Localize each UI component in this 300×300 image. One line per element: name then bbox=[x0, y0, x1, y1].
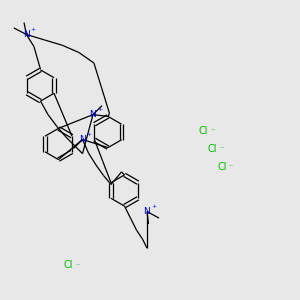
Text: N: N bbox=[144, 207, 150, 216]
Text: ⁻: ⁻ bbox=[219, 144, 224, 153]
Text: +: + bbox=[151, 204, 156, 208]
Text: +: + bbox=[30, 27, 36, 32]
Text: Cl: Cl bbox=[199, 125, 208, 136]
Text: N: N bbox=[90, 110, 96, 119]
Text: Cl: Cl bbox=[217, 161, 226, 172]
Text: N: N bbox=[79, 135, 86, 144]
Text: N: N bbox=[23, 30, 30, 39]
Text: +: + bbox=[97, 107, 102, 112]
Text: ⁻: ⁻ bbox=[75, 261, 80, 270]
Text: ⁻: ⁻ bbox=[228, 162, 232, 171]
Text: ⁻: ⁻ bbox=[210, 126, 214, 135]
Text: Cl: Cl bbox=[208, 143, 218, 154]
Text: +: + bbox=[86, 132, 92, 136]
Text: Cl: Cl bbox=[64, 260, 74, 271]
